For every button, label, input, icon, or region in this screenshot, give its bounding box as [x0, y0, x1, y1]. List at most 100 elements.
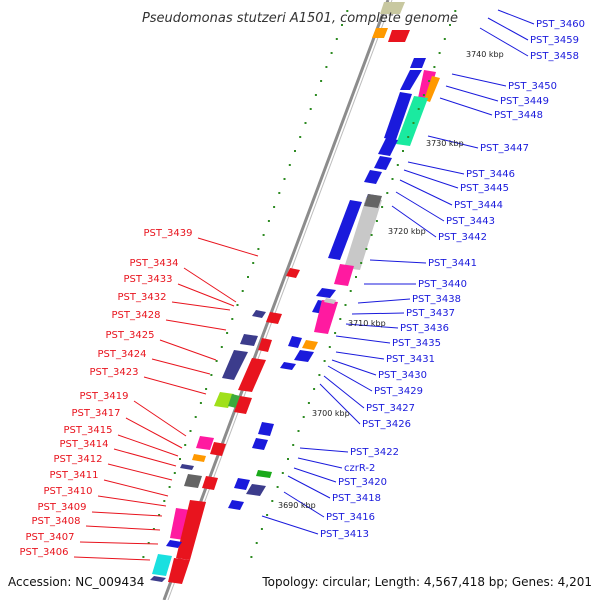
gene-arrow	[258, 422, 274, 436]
gene-arrow	[210, 442, 226, 456]
tick-mark	[147, 542, 150, 544]
gene-arrow	[196, 436, 214, 450]
connector-line	[151, 358, 211, 375]
kbp-label: 3740 kbp	[466, 50, 504, 59]
gene-arrow	[246, 484, 266, 496]
gene-label: PST_3437	[406, 308, 455, 319]
gene-arrow	[374, 156, 392, 170]
tick-mark	[323, 360, 326, 362]
connector-line	[165, 319, 227, 331]
tick-mark	[313, 388, 316, 390]
tick-mark	[302, 416, 305, 418]
tick-mark	[189, 430, 192, 432]
tick-mark	[266, 514, 269, 516]
connector-line	[439, 97, 493, 116]
tick-mark	[370, 234, 373, 236]
tick-mark	[454, 10, 457, 12]
tick-mark	[255, 542, 258, 544]
connector-line	[427, 135, 479, 149]
connector-line	[451, 73, 507, 87]
tick-mark	[241, 290, 244, 292]
gene-arrow	[372, 28, 388, 38]
tick-mark	[252, 262, 255, 264]
tick-mark	[330, 52, 333, 54]
tick-mark	[215, 360, 218, 362]
tick-mark	[422, 94, 425, 96]
tick-mark	[262, 234, 265, 236]
connector-line	[283, 491, 325, 518]
tick-mark	[297, 430, 300, 432]
gene-label: PST_3423	[90, 367, 139, 378]
tick-mark	[299, 136, 302, 138]
gene-arrow	[280, 362, 296, 370]
gene-arrow	[316, 288, 336, 298]
connector-line	[319, 383, 361, 425]
tick-mark	[220, 346, 223, 348]
tick-mark	[438, 52, 441, 54]
connector-line	[159, 339, 217, 361]
gene-arrow	[240, 334, 258, 346]
tick-mark	[226, 332, 229, 334]
gene-arrow	[180, 464, 194, 470]
gene-labels: PST_3460 PST_3459 PST_3458 PST_3450 PST_3449…	[20, 19, 585, 558]
gene-label: PST_3433	[124, 274, 173, 285]
tick-mark	[341, 24, 343, 26]
gene-arrow	[258, 338, 272, 352]
gene-label: PST_3434	[130, 258, 179, 269]
connector-line	[125, 417, 183, 449]
gene-label: PST_3460	[536, 19, 585, 30]
tick-mark	[250, 556, 253, 558]
gene-label: PST_3449	[500, 96, 549, 107]
gene-label: PST_3411	[50, 470, 99, 481]
connector-line	[391, 205, 437, 238]
connector-line	[97, 495, 167, 507]
connector-line	[369, 259, 427, 264]
gene-label: PST_3440	[418, 279, 467, 290]
connector-line	[197, 237, 259, 257]
connector-line	[261, 515, 319, 535]
tick-mark	[168, 486, 171, 488]
gene-label: PST_3431	[386, 354, 435, 365]
gene-label: PST_3426	[362, 419, 411, 430]
gene-arrow	[228, 500, 244, 510]
gene-arrow	[286, 268, 300, 278]
tick-mark	[318, 374, 321, 376]
tick-mark	[292, 444, 295, 446]
connector-line	[335, 335, 391, 344]
tick-mark	[273, 206, 276, 208]
tick-mark	[294, 150, 296, 152]
gene-arrow	[364, 170, 382, 184]
label-connectors	[73, 9, 535, 561]
tick-mark	[314, 94, 317, 96]
gene-arrow	[424, 76, 440, 102]
gene-label: PST_3443	[446, 216, 495, 227]
tick-mark	[325, 66, 328, 68]
tick-mark	[339, 318, 342, 320]
tick-mark	[173, 472, 176, 474]
gene-arrow	[334, 264, 354, 286]
tick-mark	[407, 136, 410, 138]
gene-arrow	[234, 396, 252, 414]
tick-mark	[381, 206, 384, 208]
tick-mark	[309, 108, 312, 110]
gene-label: PST_3444	[454, 200, 503, 211]
gene-arrow	[344, 198, 382, 270]
gene-label: PST_3412	[54, 454, 103, 465]
tick-mark	[417, 108, 420, 110]
gene-label: PST_3418	[332, 493, 381, 504]
tick-mark	[433, 66, 436, 68]
gene-arrow	[184, 474, 202, 488]
connector-line	[287, 475, 331, 499]
gene-label: PST_3414	[60, 439, 109, 450]
tick-mark	[281, 472, 284, 474]
gene-arrow	[302, 340, 318, 350]
tick-mark	[283, 178, 286, 180]
tick-mark	[328, 346, 331, 348]
tick-mark	[386, 192, 389, 194]
gene-label: PST_3427	[366, 403, 415, 414]
gene-label: PST_3459	[530, 35, 579, 46]
gene-arrow	[168, 558, 190, 584]
connector-line	[395, 191, 445, 222]
connector-line	[299, 447, 349, 453]
